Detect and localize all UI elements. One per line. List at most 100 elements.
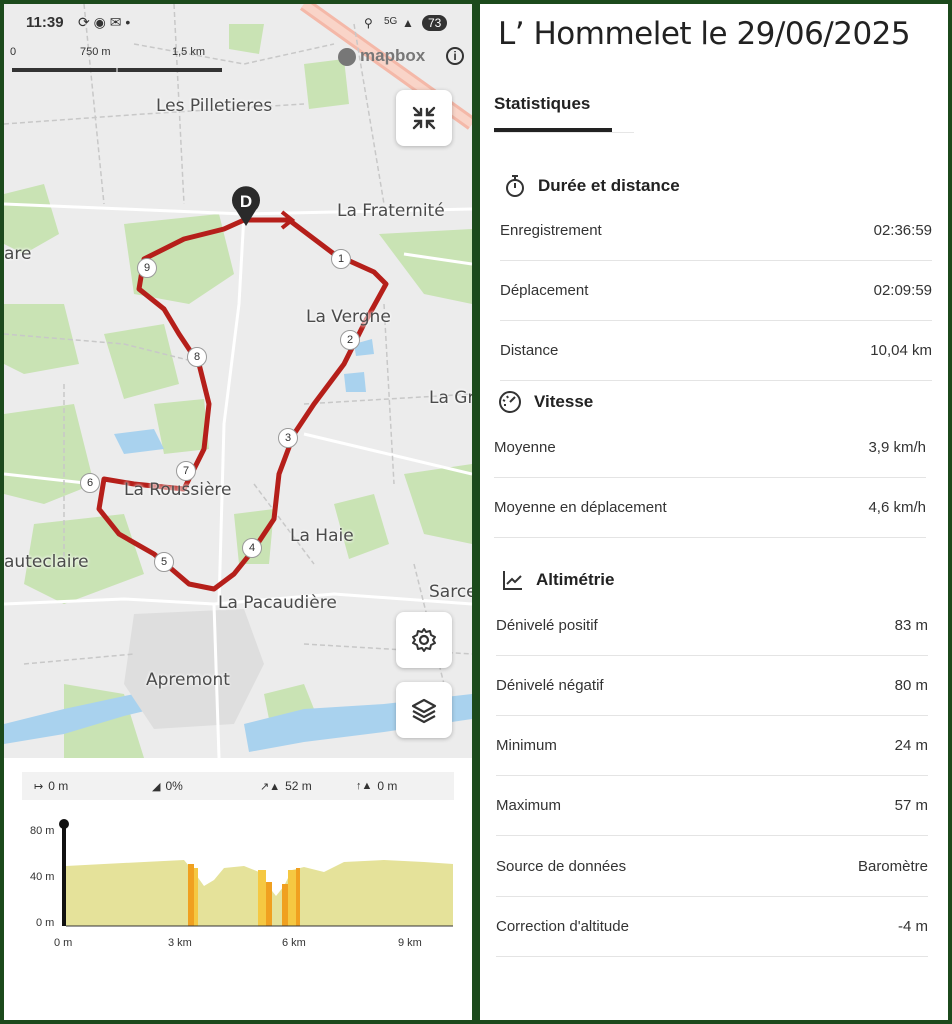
km-marker: 6 [80, 473, 100, 493]
elevation-cursor-handle[interactable] [59, 819, 69, 829]
info-icon[interactable]: i [446, 47, 464, 65]
route-line [96, 217, 389, 592]
stat-row: Source de données Baromètre [496, 837, 928, 897]
stat-value: 24 m [894, 737, 928, 754]
scale-label-2: 1,5 km [172, 46, 206, 58]
start-marker-label: D [239, 192, 253, 211]
stat-row: Correction d'altitude -4 m [496, 897, 928, 957]
mapbox-attribution: mapbox [360, 46, 426, 65]
stat-value: 3,9 km/h [868, 439, 926, 456]
stat-value: 02:36:59 [873, 222, 932, 239]
y-tick: 0 m [36, 917, 54, 929]
mapbox-logo-icon [338, 48, 356, 66]
location-icon: ⚲ [364, 16, 373, 30]
stat-value: Baromètre [857, 858, 928, 875]
altitude-icon: ↑▲ [356, 780, 373, 792]
stat-value: -4 m [898, 918, 928, 935]
section-speed-header: Vitesse [498, 390, 593, 414]
map-view[interactable]: 11:39 ⟳ ◉ ✉ • ⚲ 5G ▲ 73 0 750 m 1,5 km m… [4, 4, 472, 758]
stat-value: 57 m [894, 797, 928, 814]
stat-label: Distance [500, 342, 559, 359]
speedometer-icon [499, 391, 521, 413]
place-label: are [4, 244, 32, 264]
scale-label-1: 750 m [80, 46, 111, 58]
gain-icon: ↗▲ [260, 780, 281, 793]
stat-row: Minimum 24 m [496, 716, 928, 776]
tab-statistiques[interactable]: Statistiques [494, 94, 591, 113]
activity-title: L’ Hommelet le 29/06/2025 [498, 16, 911, 52]
place-label: La Haie [290, 526, 354, 546]
stat-label: Enregistrement [500, 222, 602, 239]
place-label: Sarce [429, 582, 472, 602]
place-label: La Vergne [306, 307, 391, 327]
collapse-map-button[interactable] [396, 90, 452, 146]
elev-stat-slope-value: 0% [165, 779, 183, 793]
section-altimetry-header: Altimétrie [502, 569, 614, 591]
steep-segment [188, 864, 194, 926]
stat-row: Enregistrement 02:36:59 [500, 201, 932, 261]
map-panel: 11:39 ⟳ ◉ ✉ • ⚲ 5G ▲ 73 0 750 m 1,5 km m… [4, 4, 472, 1020]
stat-label: Dénivelé négatif [496, 677, 604, 694]
tab-active-indicator [494, 128, 612, 132]
stat-label: Dénivelé positif [496, 617, 598, 634]
layers-icon [411, 698, 437, 724]
collapse-icon [412, 106, 436, 130]
steep-segment [296, 868, 300, 926]
notification-icons: ⟳ ◉ ✉ • [78, 14, 131, 30]
stat-label: Moyenne en déplacement [494, 499, 667, 516]
place-label: auteclaire [4, 552, 89, 572]
stat-label: Source de données [496, 858, 627, 875]
map-layers-button[interactable] [396, 682, 452, 738]
place-label: La Roussière [124, 480, 232, 500]
x-tick: 6 km [282, 937, 306, 949]
elevation-stats-bar: ↦ 0 m ◢ 0% ↗▲ 52 m ↑▲ 0 m [22, 772, 454, 800]
km-marker: 8 [187, 347, 207, 367]
elev-stat-altitude: ↑▲ 0 m [356, 779, 397, 793]
x-tick: 0 m [54, 937, 72, 949]
place-label: La Fraternité [337, 201, 445, 221]
section-duration-title: Durée et distance [538, 176, 680, 195]
stat-row: Moyenne en déplacement 4,6 km/h [494, 478, 926, 538]
stat-row: Maximum 57 m [496, 776, 928, 836]
stat-value: 10,04 km [870, 342, 932, 359]
map-settings-button[interactable] [396, 612, 452, 668]
y-tick: 40 m [30, 871, 54, 883]
scale-label-0: 0 [10, 46, 17, 58]
start-marker-icon[interactable] [230, 186, 262, 228]
elevation-chart[interactable]: 80 m 40 m 0 m 0 m 3 km 6 km 9 km [4, 812, 472, 962]
stat-row: Distance 10,04 km [500, 321, 932, 381]
route-direction-arrow [280, 210, 296, 230]
gear-icon [412, 628, 436, 652]
steep-segment [194, 868, 198, 926]
elev-stat-gain: ↗▲ 52 m [260, 779, 312, 793]
elev-stat-gain-value: 52 m [285, 779, 312, 793]
km-marker: 2 [340, 330, 360, 350]
distance-icon: ↦ [34, 780, 44, 793]
network-indicator: 5G [384, 16, 398, 27]
elev-stat-slope: ◢ 0% [152, 779, 183, 793]
km-marker: 1 [331, 249, 351, 269]
y-tick: 80 m [30, 825, 54, 837]
stat-row: Dénivelé négatif 80 m [496, 656, 928, 716]
km-marker: 3 [278, 428, 298, 448]
place-label: Les Pilletieres [156, 96, 273, 116]
place-label: La Gr [429, 388, 472, 408]
elev-stat-distance-value: 0 m [48, 779, 69, 793]
stat-row: Moyenne 3,9 km/h [494, 418, 926, 478]
km-marker: 7 [176, 461, 196, 481]
stat-value: 80 m [894, 677, 928, 694]
elev-stat-distance: ↦ 0 m [34, 779, 68, 793]
stat-value: 02:09:59 [873, 282, 932, 299]
stat-value: 4,6 km/h [868, 499, 926, 516]
stat-value: 83 m [894, 617, 928, 634]
stat-label: Correction d'altitude [496, 918, 629, 935]
stat-label: Déplacement [500, 282, 589, 299]
tab-divider [494, 132, 634, 133]
steep-segment [266, 882, 272, 926]
steep-segment [282, 884, 288, 926]
stat-label: Maximum [496, 797, 562, 814]
stat-label: Moyenne [494, 439, 556, 456]
x-tick: 3 km [168, 937, 192, 949]
signal-icon: ▲ [402, 16, 414, 30]
section-duration-header: Durée et distance [504, 174, 680, 198]
